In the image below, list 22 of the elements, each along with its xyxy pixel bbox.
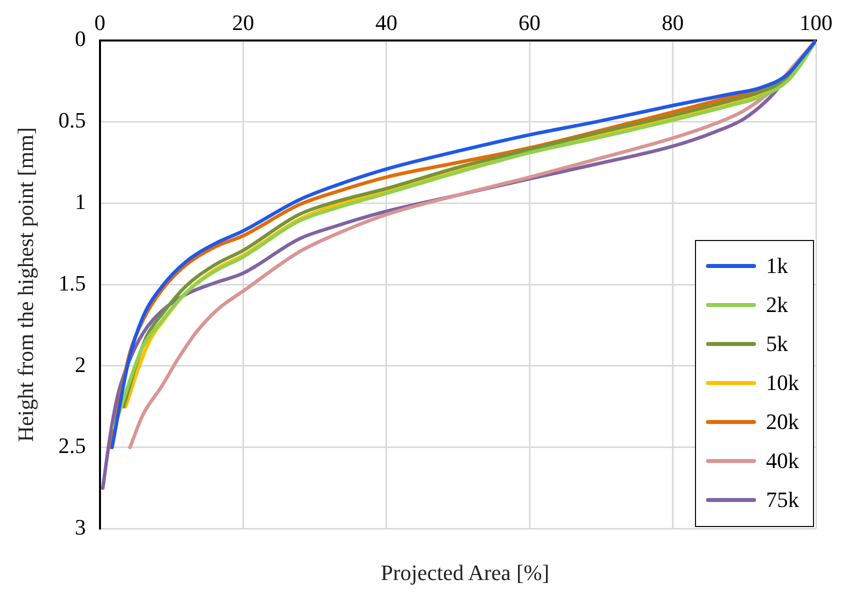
x-axis-title: Projected Area [%] (380, 560, 550, 586)
x-tick-label: 20 (232, 10, 254, 35)
y-tick-label: 1.5 (58, 270, 86, 296)
x-tick-label: 40 (375, 10, 398, 35)
x-tick-label: 60 (518, 10, 541, 35)
x-tick-label: 0 (94, 10, 106, 35)
x-tick-label: 100 (800, 10, 832, 35)
legend-label: 1k (766, 253, 788, 280)
y-tick-label: 2 (74, 352, 86, 377)
y-tick-label: 0.5 (58, 108, 86, 133)
legend-label: 20k (766, 409, 799, 436)
legend-label: 5k (766, 331, 788, 358)
y-tick-label: 0 (74, 26, 86, 52)
x-tick-label: 80 (662, 10, 684, 35)
y-tick-label: 3 (74, 514, 86, 540)
y-axis-title: Height from the highest point [mm] (12, 127, 38, 442)
legend-label: 40k (766, 448, 799, 474)
y-tick-label: 2.5 (58, 433, 86, 458)
legend-label: 75k (766, 487, 799, 514)
legend-label: 2k (766, 292, 788, 318)
y-tick-label: 1 (74, 188, 86, 214)
legend-label: 10k (766, 370, 799, 396)
